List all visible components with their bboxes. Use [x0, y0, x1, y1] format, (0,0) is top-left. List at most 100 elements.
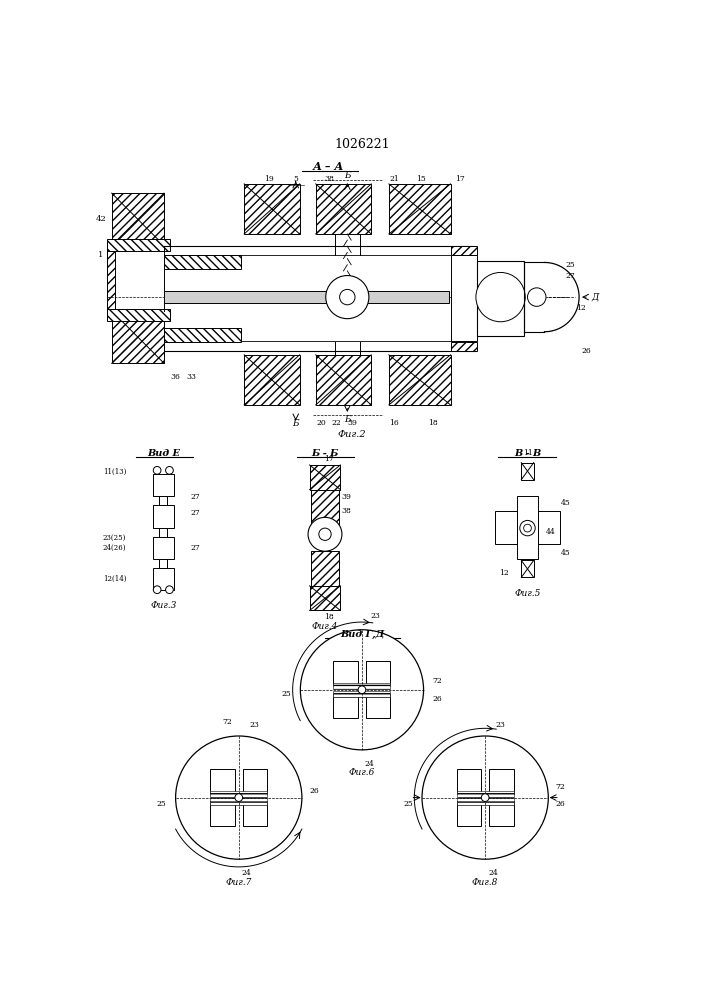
Text: 27: 27 [191, 493, 201, 501]
Circle shape [153, 586, 161, 594]
Bar [243, 801, 267, 826]
Text: 16: 16 [390, 419, 399, 427]
Text: 45: 45 [561, 549, 571, 557]
Circle shape [319, 528, 331, 540]
Text: 39: 39 [341, 493, 351, 501]
Bar [489, 801, 514, 826]
Text: Фиг.3: Фиг.3 [150, 601, 177, 610]
Bar [107, 309, 170, 321]
Text: А – А: А – А [313, 161, 344, 172]
Text: 45: 45 [561, 499, 571, 507]
Text: 20: 20 [316, 419, 326, 427]
Circle shape [520, 520, 535, 536]
Text: 5: 5 [293, 175, 298, 183]
Text: 17: 17 [455, 175, 464, 183]
Bar [457, 791, 514, 797]
Text: 18: 18 [428, 419, 438, 427]
Text: 1: 1 [98, 251, 104, 259]
Text: Д: Д [592, 293, 599, 302]
Text: 26: 26 [556, 800, 566, 808]
Text: 26: 26 [582, 347, 592, 355]
Text: 26: 26 [310, 787, 319, 795]
Bar [107, 239, 170, 251]
Bar [153, 568, 174, 590]
Text: 24: 24 [488, 869, 498, 877]
Bar [164, 255, 241, 269]
Text: 25: 25 [403, 800, 413, 808]
Bar [517, 496, 538, 559]
Bar [112, 311, 164, 363]
Text: 38: 38 [325, 175, 334, 183]
Text: 12: 12 [576, 304, 586, 312]
Text: Вид Г,Д: Вид Г,Д [340, 630, 384, 639]
Text: 19: 19 [264, 175, 274, 183]
Text: 36: 36 [170, 373, 180, 381]
Text: 23: 23 [496, 721, 506, 729]
Ellipse shape [175, 736, 302, 859]
Bar [210, 791, 267, 797]
Text: 15: 15 [416, 175, 426, 183]
Text: 11: 11 [522, 449, 532, 457]
Text: 25: 25 [281, 690, 291, 698]
Bar [310, 465, 340, 490]
Bar [311, 490, 339, 524]
Bar [334, 694, 358, 718]
Circle shape [358, 686, 366, 694]
Text: 22: 22 [332, 419, 341, 427]
Bar [366, 694, 390, 718]
Text: Фиг.8: Фиг.8 [472, 878, 498, 887]
Bar [450, 342, 477, 351]
Text: 24: 24 [242, 869, 251, 877]
Circle shape [524, 524, 532, 532]
Text: 25: 25 [565, 261, 575, 269]
Text: В - В: В - В [514, 449, 541, 458]
Bar [334, 691, 390, 697]
Text: 27: 27 [191, 544, 201, 552]
Bar [164, 328, 241, 342]
Text: Фиг.6: Фиг.6 [349, 768, 375, 777]
Bar [160, 496, 167, 505]
Bar [160, 528, 167, 537]
Bar [450, 246, 477, 255]
Bar [210, 769, 235, 794]
Text: 26: 26 [433, 695, 443, 703]
Text: 44: 44 [546, 528, 556, 536]
Text: Б: Б [293, 419, 299, 428]
Bar [316, 355, 371, 405]
Text: Б: Б [344, 171, 351, 180]
Text: 23(25): 23(25) [103, 533, 127, 541]
Circle shape [481, 794, 489, 801]
Text: 12(14): 12(14) [103, 575, 127, 583]
Bar [366, 661, 390, 686]
Bar [153, 505, 174, 528]
Bar [495, 511, 517, 544]
Text: Фиг.5: Фиг.5 [514, 589, 541, 598]
Bar [457, 769, 481, 794]
Bar [243, 769, 267, 794]
Text: 72: 72 [556, 783, 566, 791]
Bar [210, 798, 267, 805]
Text: 12: 12 [500, 569, 509, 577]
Text: 38: 38 [341, 507, 351, 515]
Bar [521, 463, 534, 480]
Text: Фиг.7: Фиг.7 [226, 878, 252, 887]
Text: 21: 21 [390, 175, 399, 183]
Text: Фиг.4: Фиг.4 [312, 622, 338, 631]
Bar [334, 683, 390, 689]
Circle shape [165, 586, 173, 594]
Text: 23: 23 [371, 612, 381, 620]
Circle shape [339, 289, 355, 305]
Circle shape [165, 466, 173, 474]
Circle shape [527, 288, 546, 306]
Bar [107, 246, 115, 311]
Bar [244, 184, 300, 234]
Circle shape [235, 794, 243, 801]
Text: 39: 39 [347, 419, 357, 427]
Bar [210, 801, 235, 826]
Text: 33: 33 [187, 373, 197, 381]
Text: 27: 27 [191, 509, 201, 517]
Text: 72: 72 [222, 718, 232, 726]
Bar [389, 184, 450, 234]
Bar [310, 586, 340, 610]
Circle shape [326, 276, 369, 319]
